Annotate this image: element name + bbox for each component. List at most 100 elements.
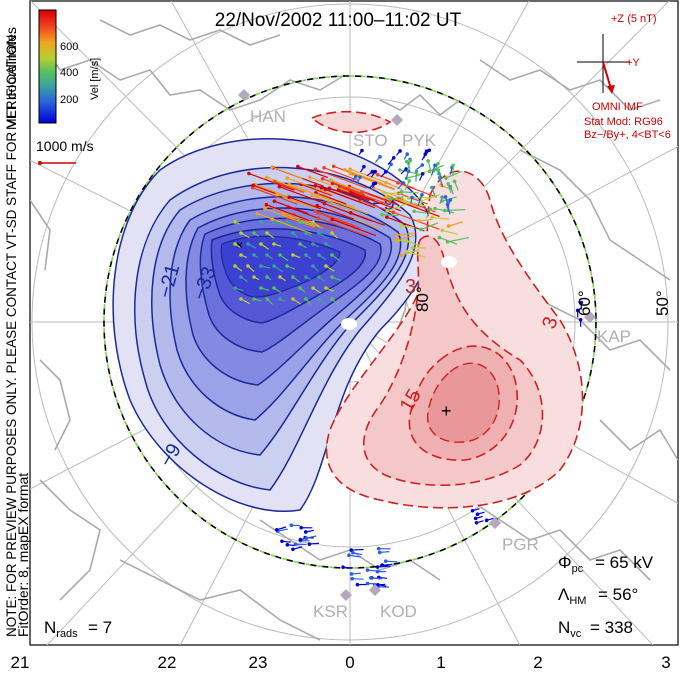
vector-origin: [252, 253, 256, 257]
vector-origin: [401, 181, 406, 185]
pos-cell-center: +: [441, 401, 452, 421]
vector-origin: [343, 167, 347, 172]
vector-origin: [329, 178, 333, 183]
velocity-vector: [421, 193, 440, 202]
velocity-vector: [447, 236, 470, 243]
vector-origin: [399, 190, 404, 194]
vector-origin: [417, 219, 421, 223]
velocity-vector: [315, 168, 368, 189]
vector-origin: [233, 286, 237, 290]
velocity-vector: [317, 205, 354, 220]
vector-origin: [393, 238, 398, 243]
vector-origin: [575, 308, 580, 313]
mlt-tick-21: 21: [11, 653, 30, 672]
vector-origin: [358, 175, 362, 180]
vector-origin: [437, 171, 441, 176]
vector-origin: [320, 176, 325, 181]
velocity-vector: [271, 166, 303, 179]
vector-origin: [348, 171, 353, 176]
stat-nrads: Nrads = 7: [44, 618, 112, 640]
vector-origin: [317, 297, 321, 301]
preview-note: NOTE: FOR PREVIEW PURPOSES ONLY. PLEASE …: [4, 31, 19, 637]
velocity-vector: [288, 183, 326, 199]
pos-contour-label-1: 3: [405, 276, 416, 298]
vector-origin: [265, 253, 269, 257]
vector-origin: [265, 231, 269, 235]
vector-origin: [324, 242, 328, 246]
vector-origin: [347, 553, 351, 558]
velocity-vector: [383, 192, 401, 195]
vector-origin: [388, 197, 393, 202]
vector-origin: [436, 161, 440, 166]
velocity-vector: [417, 194, 423, 206]
velocity-vector: [324, 203, 373, 222]
lat-label-50: 50°: [653, 290, 672, 316]
velocity-vector: [395, 234, 415, 241]
vector-origin: [265, 275, 269, 279]
vector-origin: [451, 163, 455, 168]
velocity-vector: [350, 172, 396, 191]
svg-text:Nrads: Nrads: [44, 618, 78, 640]
svg-text:600: 600: [60, 41, 78, 53]
vector-origin: [376, 582, 380, 587]
vector-origin: [278, 253, 282, 257]
velocity-vector: [401, 191, 419, 194]
station-kod: KOD: [380, 602, 417, 621]
velocity-vector: [418, 218, 433, 222]
velocity-vector: [392, 198, 440, 218]
vector-origin: [304, 231, 308, 235]
negative-potential-cell: −9 −21 −33 −9 ×: [112, 138, 433, 512]
velocity-vector: [338, 188, 370, 202]
vector-origin: [360, 148, 364, 153]
vector-origin: [287, 195, 292, 199]
stat-lambda-hm: ΛHM = 56°: [558, 585, 638, 607]
vector-origin: [484, 518, 489, 523]
vector-origin: [315, 203, 320, 208]
vector-origin: [310, 193, 314, 198]
vector-origin: [233, 242, 237, 246]
vector-origin: [233, 264, 237, 268]
velocity-vector: [351, 548, 364, 551]
svg-text:Φpc: Φpc: [558, 553, 584, 575]
svg-text:400: 400: [60, 67, 78, 79]
velocity-vector: [387, 203, 407, 212]
station-kap: KAP: [597, 327, 631, 346]
velocity-vector: [341, 186, 389, 205]
svg-text:= 56°: = 56°: [598, 585, 638, 604]
vector-origin: [349, 548, 354, 552]
velocity-vector: [370, 577, 383, 580]
vector-origin: [426, 159, 430, 163]
vector-origin: [446, 224, 451, 228]
vector-origin: [405, 249, 409, 254]
station-markers: [238, 89, 596, 601]
vector-origin: [259, 242, 263, 246]
vector-origin: [330, 275, 334, 279]
positive-potential-cell: 3 3 15 +: [310, 110, 584, 509]
vector-origin: [384, 195, 388, 200]
velocity-vector: [266, 176, 307, 193]
mlt-tick-1: 1: [436, 653, 445, 672]
vector-origin: [351, 550, 355, 555]
vector-origin: [255, 211, 260, 216]
imf-text: +Z (5 nT) +Y OMNI IMF Stat Mod: RG96 Bz−…: [584, 13, 671, 141]
velocity-vector: [401, 224, 415, 229]
velocity-vector: [282, 213, 324, 229]
velocity-vector: [315, 210, 355, 227]
vector-origin: [313, 209, 318, 213]
velocity-vector: [309, 176, 348, 192]
vector-origin: [285, 543, 290, 547]
vector-origin: [259, 264, 263, 268]
vector-origin: [307, 175, 312, 180]
vector-origin: [239, 253, 243, 257]
vector-origin: [404, 167, 408, 171]
stat-phi-pc: Φpc = 65 kV: [558, 553, 654, 575]
vector-origin: [317, 231, 321, 235]
mlt-tick-2: 2: [533, 653, 542, 672]
vector-origin: [330, 217, 335, 222]
velocity-vector: [311, 194, 357, 213]
vector-origin: [311, 286, 315, 290]
vector-origin: [373, 169, 377, 174]
station-ksr: KSR: [313, 602, 348, 621]
vector-origin: [360, 190, 364, 194]
vector-origin: [280, 539, 284, 544]
